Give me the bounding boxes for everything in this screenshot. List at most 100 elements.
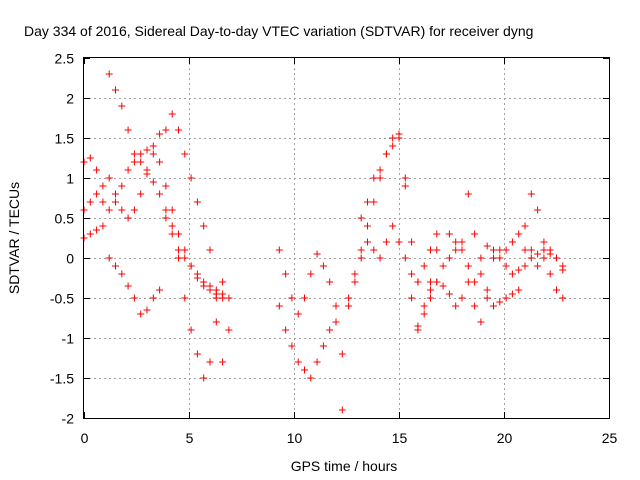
series-track-b xyxy=(80,110,227,366)
y-tick-label-9: -2 xyxy=(62,411,75,427)
point-track-g-6 xyxy=(395,134,403,142)
point-track-j-4 xyxy=(471,278,479,286)
point-track-e-1 xyxy=(282,326,290,334)
point-track-g-8 xyxy=(408,238,416,246)
point-track-d-18 xyxy=(219,294,227,302)
point-track-e-23 xyxy=(420,310,428,318)
point-track-h-20 xyxy=(553,286,560,294)
point-track-d-5 xyxy=(137,190,145,198)
point-track-j-14 xyxy=(534,250,542,258)
point-track-e-11 xyxy=(345,302,353,310)
point-track-i-6 xyxy=(452,302,460,310)
point-track-b-3 xyxy=(99,198,107,206)
point-track-i-4 xyxy=(439,282,447,290)
point-track-d-10 xyxy=(168,206,176,214)
point-track-e-12 xyxy=(351,278,359,286)
point-track-h-7 xyxy=(471,230,479,238)
point-track-i-2 xyxy=(427,286,434,294)
point-track-d-7 xyxy=(149,150,157,158)
point-track-d-11 xyxy=(175,230,182,238)
point-track-a-11 xyxy=(149,178,157,186)
chart-title: Day 334 of 2016, Sidereal Day-to-day VTE… xyxy=(24,23,533,39)
point-track-i-8 xyxy=(464,278,472,286)
point-track-c-6 xyxy=(118,270,126,278)
point-track-b-1 xyxy=(86,198,94,206)
point-track-b-20 xyxy=(206,246,214,254)
point-track-a-8 xyxy=(130,150,138,158)
series-track-i xyxy=(414,222,567,330)
point-track-b-18 xyxy=(193,198,201,206)
point-track-h-10 xyxy=(490,302,497,310)
point-track-i-9 xyxy=(471,302,479,310)
axis-ticks xyxy=(84,58,610,419)
point-track-d-6 xyxy=(143,166,151,174)
point-track-b-4 xyxy=(105,206,113,214)
point-track-h-15 xyxy=(521,246,529,254)
point-track-c-11 xyxy=(149,294,157,302)
point-track-f-7 xyxy=(319,262,327,270)
point-track-d-19 xyxy=(225,326,233,334)
point-track-e-20 xyxy=(401,182,409,190)
point-track-d-2 xyxy=(118,206,126,214)
point-track-i-14 xyxy=(502,246,510,254)
point-track-e-16 xyxy=(376,174,384,182)
point-track-b-14 xyxy=(168,110,176,118)
point-track-e-5 xyxy=(307,374,315,382)
x-tick-labels: 0 5 10 15 20 25 xyxy=(81,430,618,446)
y-tick-label-2: 1.5 xyxy=(55,131,75,147)
point-track-e-10 xyxy=(338,350,346,358)
y-tick-label-8: -1.5 xyxy=(50,371,74,387)
point-track-e-4 xyxy=(301,366,308,374)
point-track-h-6 xyxy=(464,190,472,198)
point-track-c-22 xyxy=(219,278,227,286)
point-track-e-2 xyxy=(288,342,296,350)
point-track-j-1 xyxy=(452,238,460,246)
point-track-c-18 xyxy=(193,350,201,358)
point-track-b-6 xyxy=(118,182,126,190)
point-track-h-8 xyxy=(477,270,485,278)
point-track-i-12 xyxy=(490,254,497,262)
point-track-i-0 xyxy=(414,322,422,330)
point-track-e-14 xyxy=(364,222,371,230)
y-tick-label-4: 0.5 xyxy=(55,211,75,227)
point-track-j-17 xyxy=(553,254,560,262)
point-track-f-8 xyxy=(326,278,334,286)
point-track-h-19 xyxy=(546,270,554,278)
point-track-f-1 xyxy=(282,270,290,278)
point-track-g-1 xyxy=(364,198,371,206)
point-track-d-8 xyxy=(156,158,164,166)
point-track-a-23 xyxy=(225,294,233,302)
point-track-g-7 xyxy=(401,174,409,182)
point-track-a-12 xyxy=(156,190,164,198)
point-track-h-11 xyxy=(496,298,504,306)
x-tick-label-3: 15 xyxy=(392,430,408,446)
point-track-i-7 xyxy=(458,294,466,302)
point-track-a-4 xyxy=(105,70,113,78)
y-axis-title: SDTVAR / TECUs xyxy=(6,182,22,294)
point-track-i-17 xyxy=(521,222,529,230)
series-track-a xyxy=(80,70,233,302)
point-track-d-1 xyxy=(112,190,119,198)
series-track-e xyxy=(275,130,441,382)
point-track-d-16 xyxy=(206,286,214,294)
point-track-h-13 xyxy=(508,290,516,298)
point-track-f-14 xyxy=(364,238,371,246)
point-track-c-19 xyxy=(200,374,208,382)
point-track-e-3 xyxy=(294,358,302,366)
point-track-b-2 xyxy=(93,190,101,198)
point-track-c-3 xyxy=(99,222,107,230)
point-track-c-17 xyxy=(187,326,195,334)
point-track-b-15 xyxy=(175,126,182,134)
point-track-f-18 xyxy=(389,222,397,230)
point-track-f-10 xyxy=(338,406,346,414)
point-track-a-9 xyxy=(137,158,145,166)
y-tick-label-3: 1 xyxy=(66,171,74,187)
point-track-b-17 xyxy=(187,174,195,182)
point-track-h-12 xyxy=(502,294,510,302)
point-track-c-14 xyxy=(168,222,176,230)
point-track-d-12 xyxy=(181,246,189,254)
point-track-c-4 xyxy=(105,254,113,262)
point-track-d-13 xyxy=(187,262,195,270)
point-track-h-3 xyxy=(445,254,453,262)
point-track-i-16 xyxy=(515,230,523,238)
